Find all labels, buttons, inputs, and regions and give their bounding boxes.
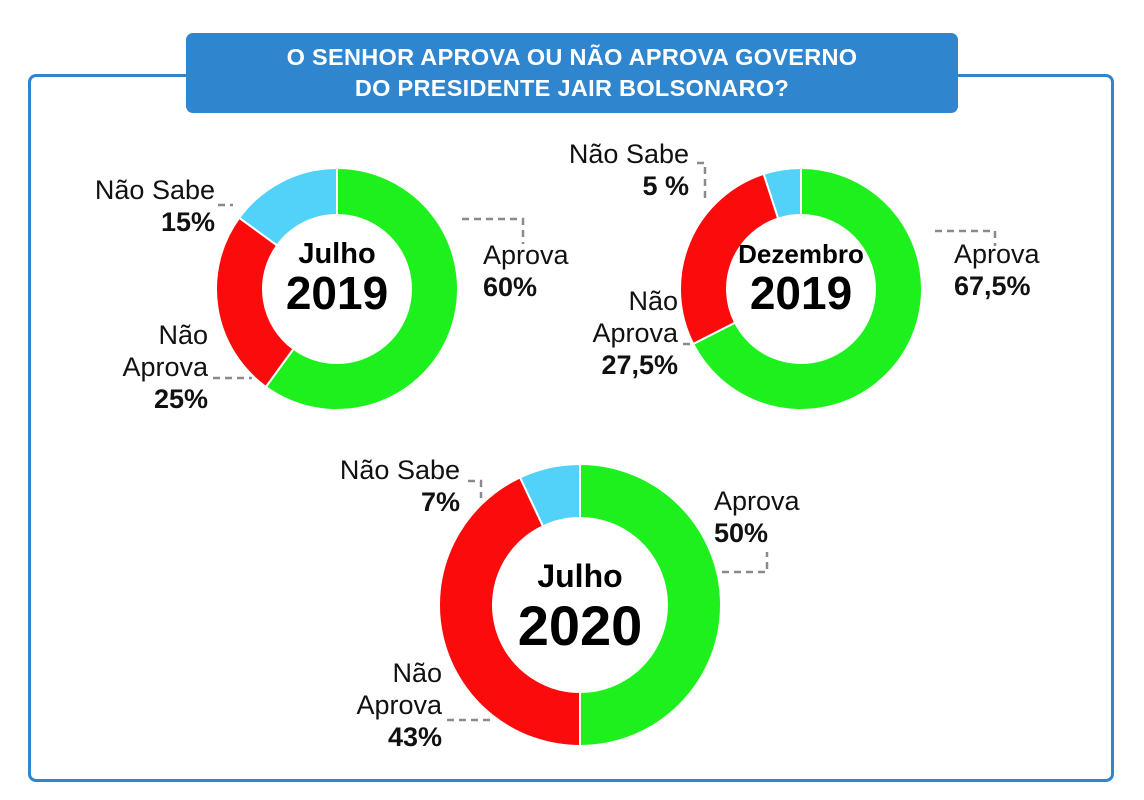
title-line-2: DO PRESIDENTE JAIR BOLSONARO? — [354, 75, 790, 101]
leader-line-nao-sabe — [697, 161, 707, 198]
slice-value-aprova: 60% — [483, 272, 537, 302]
title-banner: O SENHOR APROVA OU NÃO APROVA GOVERNO DO… — [186, 33, 958, 113]
center-label-period: Dezembro — [738, 239, 864, 269]
slice-label-aprova: Aprova — [483, 240, 570, 270]
slice-label-nao-sabe: Não Sabe — [340, 455, 460, 485]
slice-label-nao-sabe: Não Sabe — [569, 139, 689, 169]
slice-label-aprova: Aprova — [714, 486, 801, 516]
slice-label-aprova: Aprova — [954, 239, 1041, 269]
center-label-period: Julho — [298, 238, 375, 270]
slice-value-aprova: 50% — [714, 518, 768, 548]
slice-nao-aprova — [438, 476, 581, 748]
slice-aprova — [264, 166, 459, 411]
leader-line-aprova — [722, 552, 769, 574]
slice-value-nao-sabe: 7% — [421, 487, 460, 517]
leader-line-aprova — [462, 217, 525, 244]
slice-value-nao-sabe: 5 % — [642, 171, 689, 201]
donut-chart-2: Dezembro2019Aprova67,5%NãoAprova27,5%Não… — [569, 139, 1041, 411]
slice-label-nao-aprova: Aprova — [122, 352, 209, 382]
center-label-year: 2019 — [750, 267, 852, 319]
slice-nao-aprova — [215, 216, 295, 389]
center-label-year: 2019 — [286, 267, 388, 319]
title-line-1: O SENHOR APROVA OU NÃO APROVA GOVERNO — [286, 44, 858, 70]
center-label-year: 2020 — [518, 594, 643, 657]
slice-nao-aprova — [679, 172, 780, 346]
center-label-period: Julho — [537, 558, 622, 594]
slice-label-nao-aprova: Não — [628, 286, 678, 316]
slice-aprova — [691, 166, 923, 411]
slice-value-nao-aprova: 27,5% — [601, 350, 678, 380]
slice-label-nao-aprova: Não — [392, 658, 442, 688]
slice-label-nao-sabe: Não Sabe — [95, 175, 215, 205]
slice-label-nao-aprova: Aprova — [592, 318, 679, 348]
slice-aprova — [579, 462, 722, 748]
slice-value-nao-aprova: 25% — [154, 384, 208, 414]
leader-line-aprova — [935, 229, 997, 246]
slice-label-nao-aprova: Aprova — [356, 690, 443, 720]
slice-value-nao-sabe: 15% — [161, 207, 215, 237]
slice-value-aprova: 67,5% — [954, 271, 1031, 301]
slice-value-nao-aprova: 43% — [388, 722, 442, 752]
leader-line-nao-sabe — [468, 479, 483, 498]
slice-label-nao-aprova: Não — [158, 320, 208, 350]
